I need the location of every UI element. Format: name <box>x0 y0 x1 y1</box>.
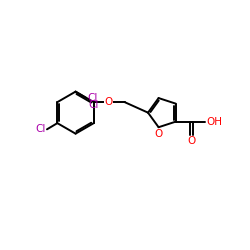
Text: OH: OH <box>206 117 222 127</box>
Text: O: O <box>188 136 196 146</box>
Text: O: O <box>154 129 163 139</box>
Text: Cl: Cl <box>87 93 98 103</box>
Text: Cl: Cl <box>35 124 46 134</box>
Text: Cl: Cl <box>88 100 99 110</box>
Text: O: O <box>104 97 113 107</box>
